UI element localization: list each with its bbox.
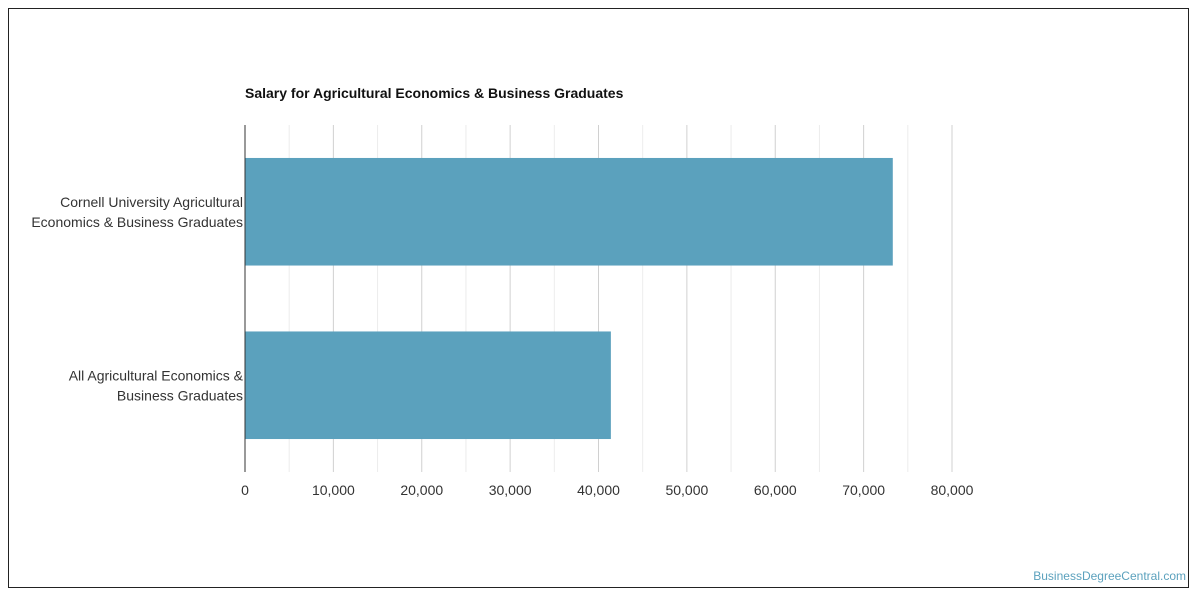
category-label-line: Business Graduates [117, 387, 243, 403]
bar-layer [245, 157, 893, 440]
x-tick-label: 40,000 [577, 482, 620, 498]
category-label-line: Cornell University Agricultural [60, 194, 243, 210]
category-label-line: Economics & Business Graduates [31, 214, 243, 230]
label-layer: Cornell University Agricultural Economics… [31, 194, 973, 498]
x-tick-label: 30,000 [489, 482, 532, 498]
category-label: All Agricultural Economics & Business Gra… [69, 367, 244, 403]
x-tick-label: 80,000 [931, 482, 974, 498]
category-label-line: All Agricultural Economics & [69, 367, 244, 383]
x-tick-label: 50,000 [665, 482, 708, 498]
x-tick-label: 70,000 [842, 482, 885, 498]
bar-2[interactable] [245, 331, 611, 440]
category-label: Cornell University Agricultural Economics… [31, 194, 243, 230]
bar-1[interactable] [245, 157, 893, 266]
x-tick-label: 20,000 [400, 482, 443, 498]
x-tick-label: 0 [241, 482, 249, 498]
chart-title: Salary for Agricultural Economics & Busi… [245, 85, 624, 101]
x-tick-label: 60,000 [754, 482, 797, 498]
x-tick-label: 10,000 [312, 482, 355, 498]
watermark-link[interactable]: BusinessDegreeCentral.com [1033, 569, 1186, 583]
